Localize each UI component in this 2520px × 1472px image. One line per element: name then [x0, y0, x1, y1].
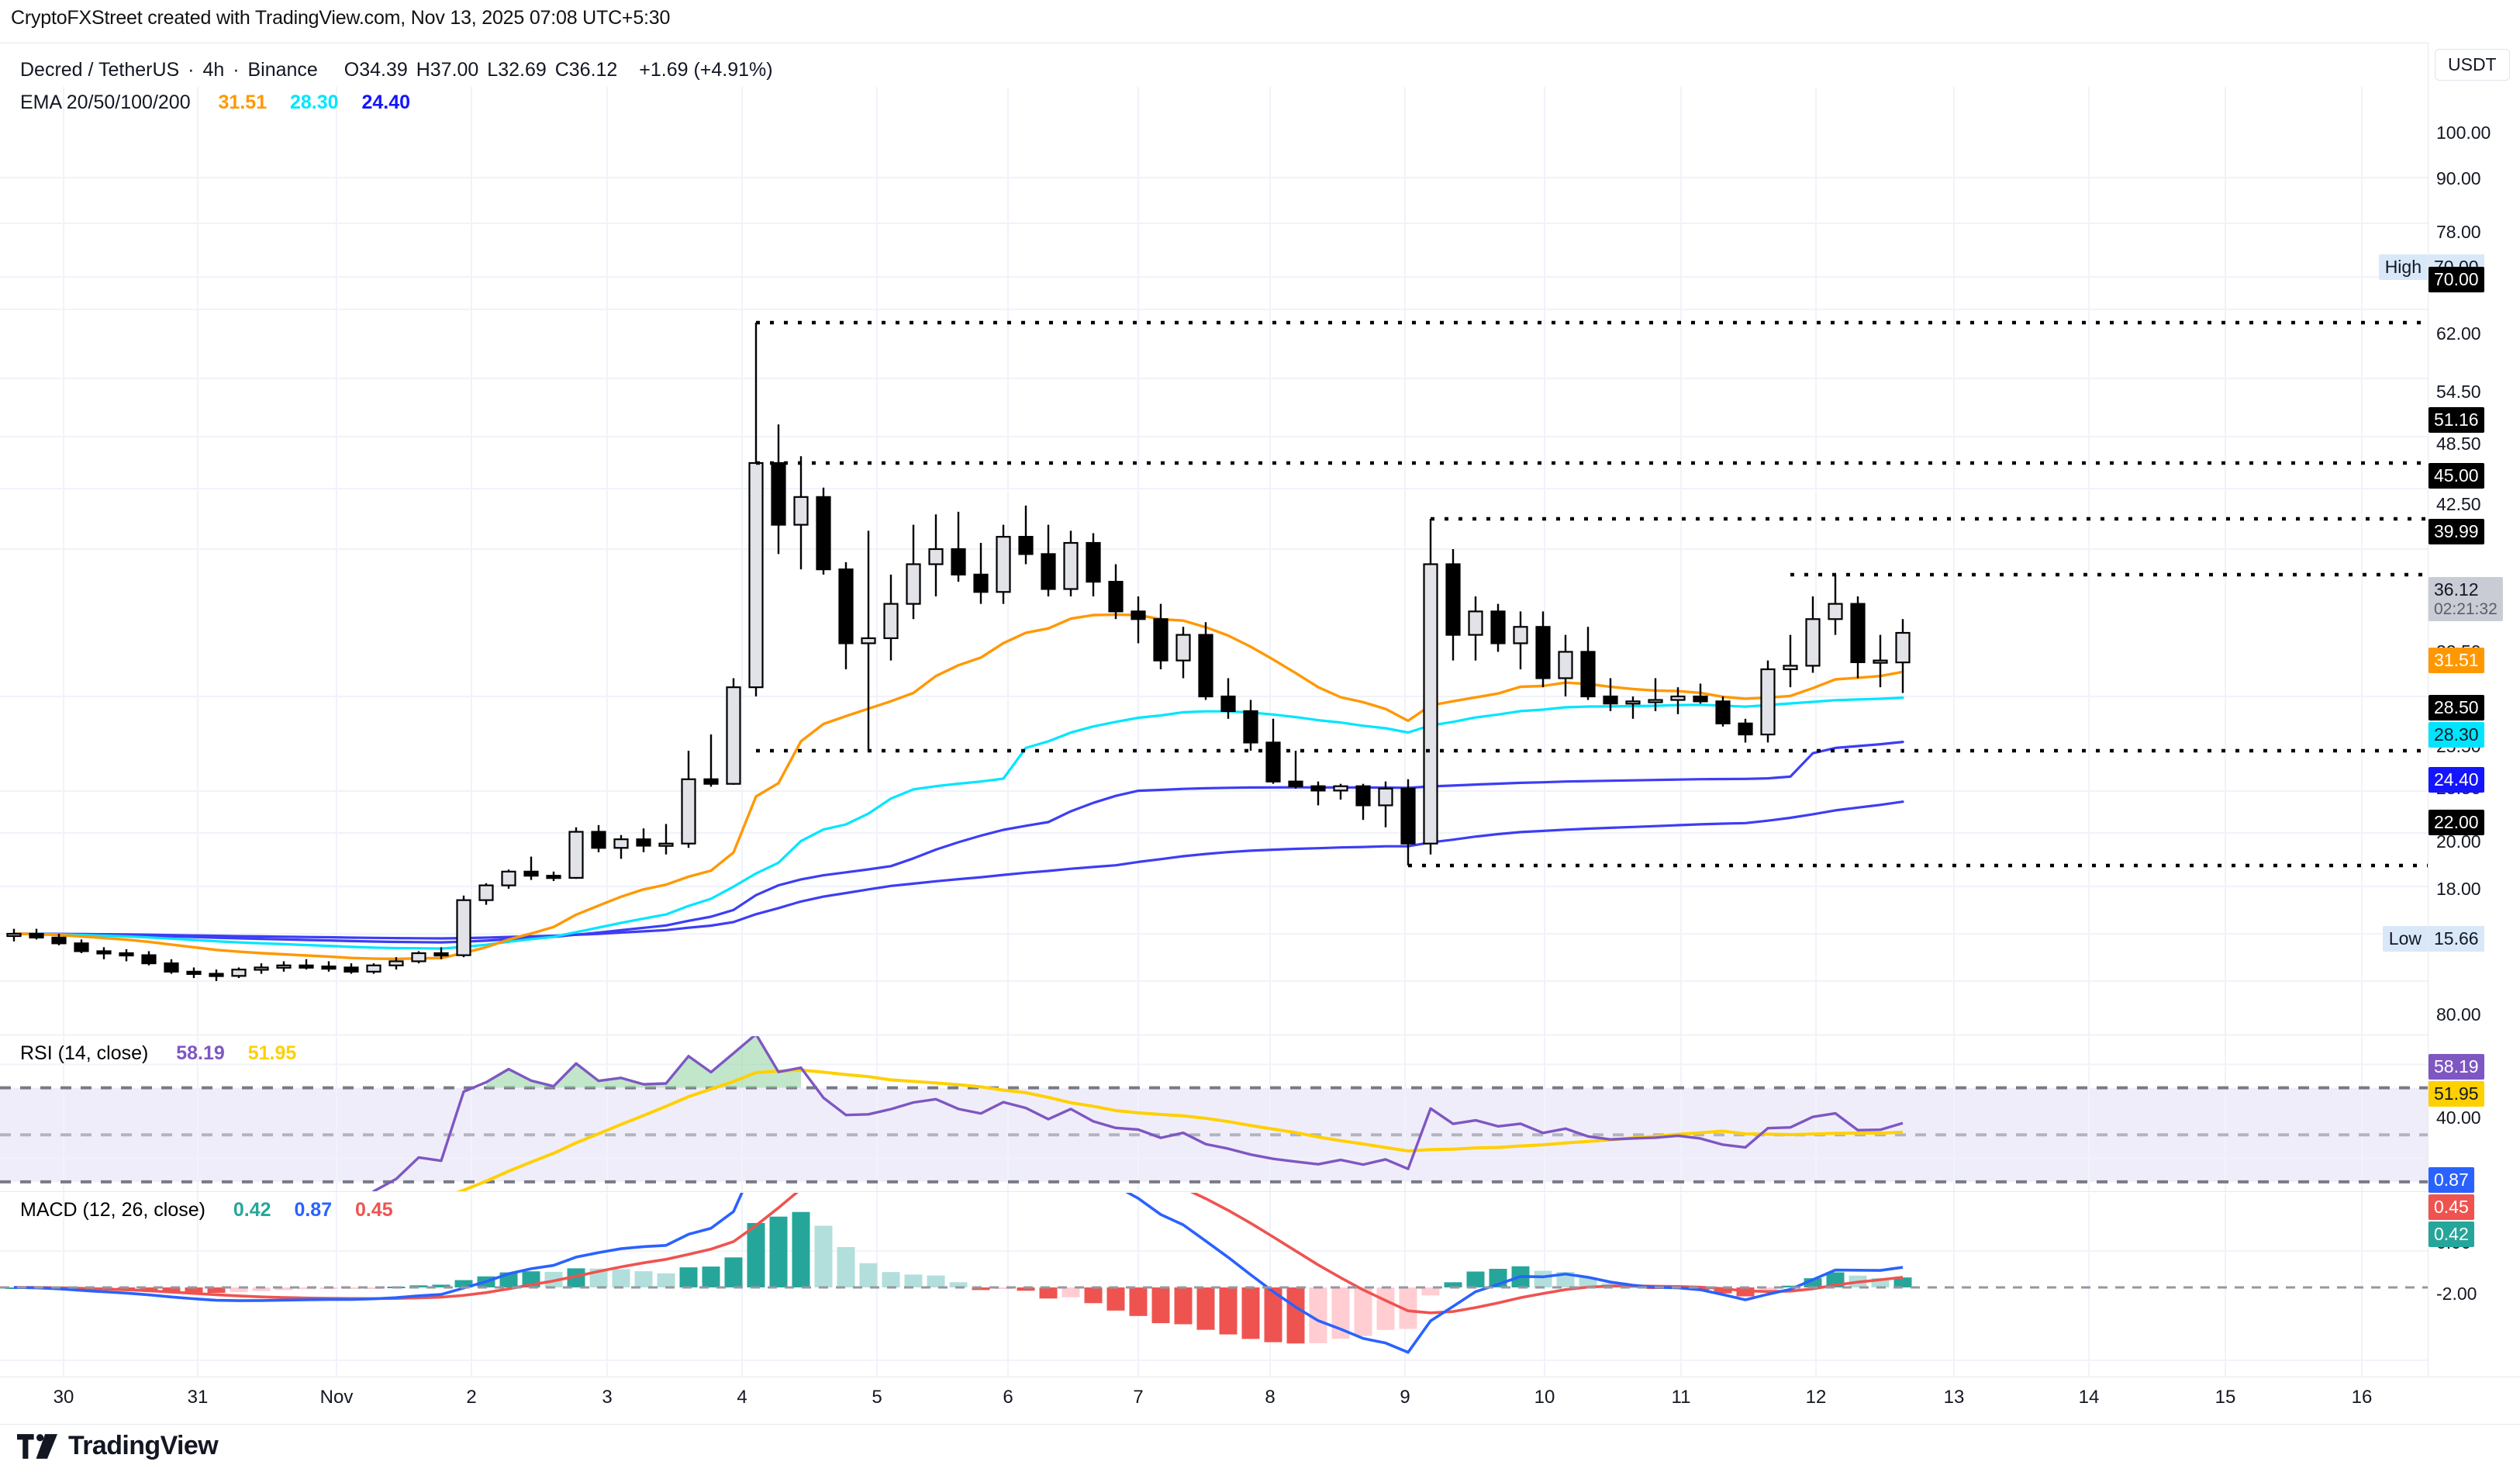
price-badge-3-value: 39.99	[2434, 521, 2479, 541]
macd-badge-2: 0.42	[2429, 1221, 2474, 1247]
legend-change: +1.69 (+4.91%)	[639, 59, 773, 81]
price-tick-12: 18.00	[2436, 879, 2481, 899]
legend-sep-1: ·	[188, 59, 195, 81]
price-badge-0: 70.00	[2429, 267, 2484, 292]
chart-frame: Decred / TetherUS · 4h · Binance O34.39 …	[0, 43, 2520, 1385]
time-scale[interactable]: 30 31 Nov 2 3 4 5 6 7 8 9 10 11 12 13 14 15 16	[0, 1377, 2520, 1425]
legend-interval: 4h	[202, 59, 225, 81]
price-badge-0-value: 70.00	[2434, 269, 2479, 289]
time-tick-15: 15	[2214, 1387, 2236, 1408]
time-tick-31: 31	[187, 1387, 209, 1408]
price-badge-1: 51.16	[2429, 407, 2484, 433]
price-badge-8-value: 24.40	[2434, 769, 2479, 790]
legend-symbol: Decred / TetherUS	[20, 59, 180, 81]
price-badge-7: 28.30	[2429, 722, 2484, 748]
time-tick-16: 16	[2351, 1387, 2373, 1408]
rsi-pane[interactable]	[0, 1036, 2428, 1191]
price-tick-6: 48.50	[2436, 434, 2481, 454]
macd-pane[interactable]	[0, 1193, 2428, 1385]
price-tick-13: 15.66	[2429, 926, 2484, 952]
rsi-badge-1: 51.95	[2429, 1081, 2484, 1107]
legend-close: C36.12	[554, 59, 618, 81]
price-badge-6-value: 28.50	[2434, 697, 2479, 717]
price-badge-5: 31.51	[2429, 648, 2484, 673]
legend-exchange: Binance	[247, 59, 318, 81]
price-badge-8: 24.40	[2429, 767, 2484, 793]
macd-badge-0: 0.87	[2429, 1167, 2474, 1193]
price-badge-4-value: 36.12	[2434, 579, 2479, 600]
time-tick-12: 12	[1805, 1387, 1827, 1408]
time-tick-7: 7	[1133, 1387, 1144, 1408]
rsi-chart-canvas	[0, 1036, 2428, 1191]
price-badge-3: 39.99	[2429, 519, 2484, 544]
time-tick-3: 3	[602, 1387, 613, 1408]
tradingview-wordmark: TradingView	[68, 1431, 219, 1460]
price-tick-4: 62.00	[2436, 323, 2481, 344]
time-tick-2: 2	[466, 1387, 477, 1408]
rsi-badge-0-value: 58.19	[2434, 1056, 2479, 1076]
time-tick-5: 5	[872, 1387, 882, 1408]
rsi-badge-1-value: 51.95	[2434, 1083, 2479, 1104]
tradingview-mark-icon	[17, 1433, 57, 1459]
price-badge-2-value: 45.00	[2434, 465, 2479, 485]
price-scale[interactable]: USDT 100.00 90.00 78.00 70.00 High 62.00 54.50…	[2378, 43, 2520, 1377]
price-badge-4: 36.12 02:21:32	[2429, 577, 2503, 622]
time-tick-4: 4	[737, 1387, 747, 1408]
rsi-tick-0: 80.00	[2436, 1004, 2481, 1025]
price-badge-1-value: 51.16	[2434, 409, 2479, 430]
macd-tick-1: -2.00	[2436, 1284, 2477, 1304]
legend-low: L32.69	[487, 59, 547, 81]
legend-high: H37.00	[416, 59, 479, 81]
high-marker-tag: High	[2378, 254, 2428, 280]
price-badge-9-value: 22.00	[2434, 812, 2479, 832]
time-tick-30: 30	[53, 1387, 74, 1408]
price-badge-6: 28.50	[2429, 695, 2484, 720]
price-badge-7-value: 28.30	[2434, 724, 2479, 745]
attribution-text: CryptoFXStreet created with TradingView.…	[11, 7, 671, 29]
macd-badge-2-value: 0.42	[2434, 1224, 2469, 1244]
price-tick-7: 42.50	[2436, 494, 2481, 514]
time-tick-6: 6	[1003, 1387, 1013, 1408]
price-tick-2: 78.00	[2436, 222, 2481, 242]
legend-open: O34.39	[343, 59, 408, 81]
price-badge-9: 22.00	[2429, 810, 2484, 835]
symbol-legend: Decred / TetherUS · 4h · Binance O34.39 …	[20, 59, 776, 81]
price-countdown: 02:21:32	[2434, 600, 2498, 618]
price-badge-5-value: 31.51	[2434, 650, 2479, 670]
time-tick-11: 11	[1671, 1387, 1691, 1408]
macd-badge-0-value: 0.87	[2434, 1170, 2469, 1190]
time-tick-10: 10	[1534, 1387, 1555, 1408]
time-tick-8: 8	[1265, 1387, 1276, 1408]
time-tick-13: 13	[1943, 1387, 1965, 1408]
price-tick-1: 90.00	[2436, 168, 2481, 188]
price-tick-0: 100.00	[2436, 123, 2491, 143]
price-chart-canvas	[0, 87, 2428, 1035]
rsi-badge-0: 58.19	[2429, 1054, 2484, 1080]
price-pane[interactable]	[0, 87, 2428, 1035]
pane-divider-2	[0, 1191, 2520, 1192]
tradingview-logo[interactable]: TradingView	[17, 1431, 219, 1461]
price-tick-5: 54.50	[2436, 382, 2481, 402]
macd-badge-1: 0.45	[2429, 1194, 2474, 1220]
macd-badge-1-value: 0.45	[2434, 1197, 2469, 1217]
rsi-tick-1: 40.00	[2436, 1107, 2481, 1128]
currency-chip[interactable]: USDT	[2435, 49, 2510, 81]
macd-chart-canvas	[0, 1193, 2428, 1385]
legend-sep-2: ·	[233, 59, 240, 81]
time-tick-14: 14	[2078, 1387, 2100, 1408]
time-tick-9: 9	[1400, 1387, 1410, 1408]
time-tick-nov: Nov	[319, 1387, 354, 1408]
price-badge-2: 45.00	[2429, 463, 2484, 489]
low-marker-tag: Low	[2382, 926, 2428, 952]
